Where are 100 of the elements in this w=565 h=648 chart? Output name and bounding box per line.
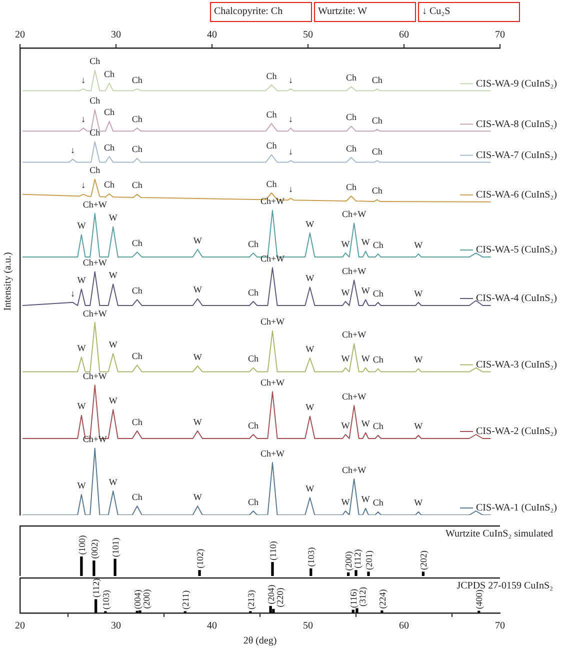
- annotation: W: [341, 354, 350, 364]
- annotation: Ch: [132, 238, 143, 248]
- annotation: W: [341, 238, 350, 249]
- annotation: W: [306, 273, 315, 284]
- annotation: Ch+W: [82, 308, 108, 318]
- bar: [352, 610, 354, 613]
- text: Wurtzite: W: [314, 2, 416, 22]
- legend-label: CIS-WA-3 (CuInS₂): [476, 359, 557, 370]
- legend-label: CIS-WA-9 (CuInS₂): [476, 78, 557, 90]
- annotation: Ch: [266, 109, 278, 120]
- x-tick-label: 40: [207, 620, 217, 632]
- legend-label: CIS-WA-1 (CuInS₂): [476, 502, 557, 514]
- annotation: Ch+W: [342, 464, 367, 475]
- annotation: Ch+W: [260, 448, 286, 458]
- bar: [422, 572, 425, 576]
- annotation: Ch: [346, 182, 357, 192]
- bar: [272, 608, 275, 613]
- annotation: Ch+W: [260, 316, 286, 327]
- annotation: (400): [474, 590, 484, 610]
- annotation: W: [108, 339, 118, 350]
- annotation: ↓: [70, 288, 76, 298]
- annotation: ↓: [81, 114, 86, 124]
- annotation: W: [77, 342, 86, 353]
- annotation: Ch: [132, 492, 143, 502]
- legend-label: CIS-WA-4 (CuInS₂): [476, 293, 557, 304]
- annotation: Ch: [104, 142, 116, 152]
- x-tick-label: 30: [111, 620, 121, 632]
- bar: [198, 570, 201, 576]
- x-tick-label: 30: [111, 30, 121, 41]
- annotation: Ch: [346, 72, 357, 83]
- annotation: (312): [357, 587, 368, 607]
- annotation: (116): [348, 588, 358, 608]
- annotation: W: [341, 420, 350, 430]
- bar: [80, 556, 83, 576]
- text: Chalcopyrite: Ch: [210, 2, 312, 22]
- annotation: (211): [180, 590, 190, 610]
- annotation: (224): [377, 589, 388, 609]
- annotation: (002): [89, 539, 100, 559]
- bar: [269, 606, 272, 613]
- annotation: Ch: [132, 286, 143, 296]
- annotation: W: [414, 421, 424, 432]
- bar: [367, 572, 370, 576]
- annotation: Ch: [372, 146, 383, 156]
- annotation: ↓: [288, 184, 293, 194]
- annotation: (201): [364, 550, 374, 570]
- x-axis-title: 2θ (deg): [243, 636, 277, 647]
- annotation: Ch+W: [342, 209, 367, 220]
- annotation: W: [306, 402, 315, 412]
- annotation: Ch: [372, 186, 383, 196]
- x-tick-label: 70: [495, 620, 505, 632]
- legend-label: CIS-WA-5 (CuInS₂): [476, 244, 557, 256]
- annotation: Ch: [132, 180, 143, 190]
- annotation: ↓: [288, 74, 293, 85]
- x-tick-label: 40: [207, 30, 217, 41]
- legend-label: CIS-WA-2 (CuInS₂): [476, 426, 557, 438]
- annotation: Ch: [104, 107, 116, 118]
- x-tick-label: 60: [399, 30, 409, 41]
- annotation: Ch: [90, 165, 101, 176]
- chart-title: Wurtzite CuInS₂ simulated: [445, 528, 553, 540]
- annotation: Ch: [266, 140, 278, 151]
- annotation: W: [361, 237, 370, 248]
- annotation: Ch: [132, 350, 143, 361]
- legend-label: CIS-WA-8 (CuInS₂): [476, 118, 557, 130]
- annotation: (200): [344, 551, 354, 571]
- x-tick-label: 50: [303, 620, 313, 632]
- annotation: Ch+W: [82, 370, 108, 381]
- annotation: W: [108, 270, 118, 280]
- annotation: (112): [352, 549, 363, 568]
- annotation: W: [77, 401, 86, 412]
- annotation: (103): [100, 590, 111, 610]
- legend-label: CIS-WA-6 (CuInS₂): [476, 190, 557, 201]
- annotation: W: [108, 476, 118, 487]
- annotation: Ch: [372, 498, 384, 508]
- annotation: Ch+W: [342, 391, 367, 402]
- annotation: Ch: [372, 115, 383, 126]
- bar: [310, 568, 312, 576]
- annotation: W: [193, 416, 202, 427]
- annotation: (004): [132, 590, 142, 610]
- bar: [354, 570, 358, 576]
- annotation: W: [414, 288, 424, 298]
- annotation: W: [361, 286, 370, 296]
- annotation: W: [108, 395, 118, 406]
- y-axis-title: Intensity (a.u.): [2, 252, 14, 311]
- annotation: Ch: [132, 114, 143, 124]
- annotation: Ch: [248, 420, 260, 430]
- annotation: W: [77, 480, 86, 490]
- annotation: (204): [266, 584, 276, 604]
- annotation: Ch: [372, 354, 384, 365]
- annotation: W: [193, 284, 202, 295]
- annotation: (110): [268, 541, 278, 560]
- annotation: Ch: [372, 421, 384, 432]
- annotation: Ch: [90, 128, 101, 138]
- annotation: ↓: [288, 146, 293, 156]
- annotation: Ch: [248, 496, 260, 507]
- annotation: (202): [418, 550, 429, 570]
- annotation: W: [361, 354, 370, 364]
- bar: [356, 608, 358, 613]
- annotation: W: [361, 418, 370, 429]
- annotation: Ch+W: [82, 434, 108, 444]
- x-tick-label: 20: [15, 30, 25, 41]
